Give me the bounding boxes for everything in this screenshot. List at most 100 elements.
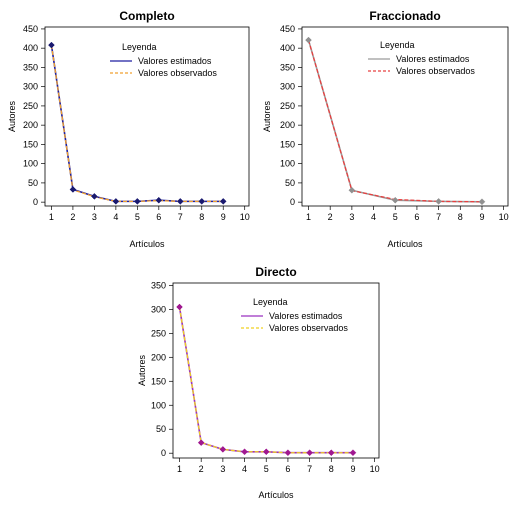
plot-frame: [172, 282, 380, 459]
y-tick-label: 400: [280, 43, 295, 53]
data-point: [262, 448, 270, 456]
x-tick-label: 1: [49, 212, 54, 222]
y-tick-label: 150: [151, 376, 166, 386]
x-tick-label: 6: [156, 212, 161, 222]
x-axis: 1 2 3 4 5 6 7 8 9 10: [306, 206, 509, 222]
data-point: [91, 193, 98, 200]
data-point: [478, 198, 486, 206]
series-line-observados: [178, 306, 353, 454]
legend-label: Valores estimados: [396, 54, 470, 64]
legend-title: Leyenda: [380, 40, 415, 50]
legend-label: Valores estimados: [269, 311, 343, 321]
x-tick-label: 5: [393, 212, 398, 222]
legend: Leyenda Valores estimados Valores observad…: [110, 42, 217, 78]
x-tick-label: 9: [221, 212, 226, 222]
data-point: [348, 186, 356, 194]
x-tick-label: 8: [199, 212, 204, 222]
data-point: [69, 186, 77, 193]
y-tick-label: 0: [290, 197, 295, 207]
legend-label: Valores observados: [396, 66, 475, 76]
chart-title: Directo: [255, 265, 296, 279]
series-markers: [48, 41, 227, 205]
x-tick-label: 3: [220, 464, 225, 474]
y-tick-label: 150: [280, 139, 295, 149]
series-line-observados: [307, 39, 482, 203]
legend-label: Valores estimados: [138, 56, 212, 66]
x-axis: 1 2 3 4 5 6 7 8 9 10: [177, 458, 380, 474]
data-point: [112, 198, 120, 205]
data-point: [219, 446, 227, 453]
legend: Leyenda Valores estimados Valores observad…: [368, 40, 475, 76]
y-tick-label: 300: [23, 82, 38, 92]
y-axis: 0 50 100 150 200 250 300 350 400 450: [280, 24, 302, 207]
series-line-estimados: [307, 39, 482, 203]
x-tick-label: 2: [70, 212, 75, 222]
y-tick-label: 200: [23, 120, 38, 130]
x-axis: 1 2 3 4 5 6 7 8 9 10: [49, 206, 250, 222]
data-point: [284, 449, 292, 457]
data-point: [198, 198, 206, 205]
data-point: [391, 196, 399, 204]
data-point: [176, 198, 184, 205]
plot-frame: [301, 26, 509, 207]
y-tick-label: 350: [23, 62, 38, 72]
chart-title: Fraccionado: [369, 9, 440, 23]
data-point: [48, 41, 55, 49]
x-tick-label: 4: [242, 464, 247, 474]
data-point: [306, 449, 313, 457]
y-tick-label: 0: [161, 448, 166, 458]
y-tick-label: 150: [23, 139, 38, 149]
chart-title: Completo: [119, 9, 174, 23]
y-tick-label: 250: [280, 101, 295, 111]
y-tick-label: 450: [280, 24, 295, 34]
x-tick-label: 5: [264, 464, 269, 474]
y-tick-label: 50: [28, 178, 38, 188]
y-tick-label: 0: [33, 197, 38, 207]
data-point: [305, 36, 312, 44]
y-tick-label: 350: [151, 280, 166, 290]
legend-title: Leyenda: [122, 42, 157, 52]
series-markers: [176, 303, 357, 457]
y-tick-label: 400: [23, 43, 38, 53]
x-tick-label: 3: [92, 212, 97, 222]
y-tick-label: 250: [151, 328, 166, 338]
y-tick-label: 50: [156, 424, 166, 434]
y-tick-label: 100: [23, 159, 38, 169]
x-tick-label: 7: [436, 212, 441, 222]
data-point: [155, 196, 163, 204]
x-axis-label: Artículos: [129, 239, 165, 249]
x-tick-label: 8: [329, 464, 334, 474]
y-axis-label: Autores: [137, 354, 147, 386]
y-tick-label: 100: [151, 400, 166, 410]
x-tick-label: 10: [240, 212, 250, 222]
data-point: [133, 198, 141, 205]
y-axis: 0 50 100 150 200 250 300 350: [151, 280, 173, 458]
y-tick-label: 450: [23, 24, 38, 34]
data-point: [349, 449, 357, 457]
series-markers: [305, 36, 486, 206]
x-tick-label: 1: [177, 464, 182, 474]
x-tick-label: 2: [328, 212, 333, 222]
y-tick-label: 300: [151, 304, 166, 314]
y-axis: 0 50 100 150 200 250 300 350 400 450: [23, 24, 45, 207]
y-tick-label: 300: [280, 82, 295, 92]
y-tick-label: 350: [280, 62, 295, 72]
legend-label: Valores observados: [138, 68, 217, 78]
x-tick-label: 3: [349, 212, 354, 222]
x-tick-label: 8: [458, 212, 463, 222]
plot-frame: [44, 26, 250, 207]
data-point: [241, 448, 248, 456]
data-point: [435, 198, 442, 205]
x-tick-label: 10: [370, 464, 380, 474]
x-axis-label: Artículos: [387, 239, 423, 249]
x-tick-label: 7: [307, 464, 312, 474]
x-tick-label: 2: [199, 464, 204, 474]
x-tick-label: 4: [113, 212, 118, 222]
x-tick-label: 5: [135, 212, 140, 222]
x-tick-label: 7: [178, 212, 183, 222]
y-axis-label: Autores: [7, 100, 17, 132]
x-tick-label: 6: [285, 464, 290, 474]
y-tick-label: 200: [151, 352, 166, 362]
